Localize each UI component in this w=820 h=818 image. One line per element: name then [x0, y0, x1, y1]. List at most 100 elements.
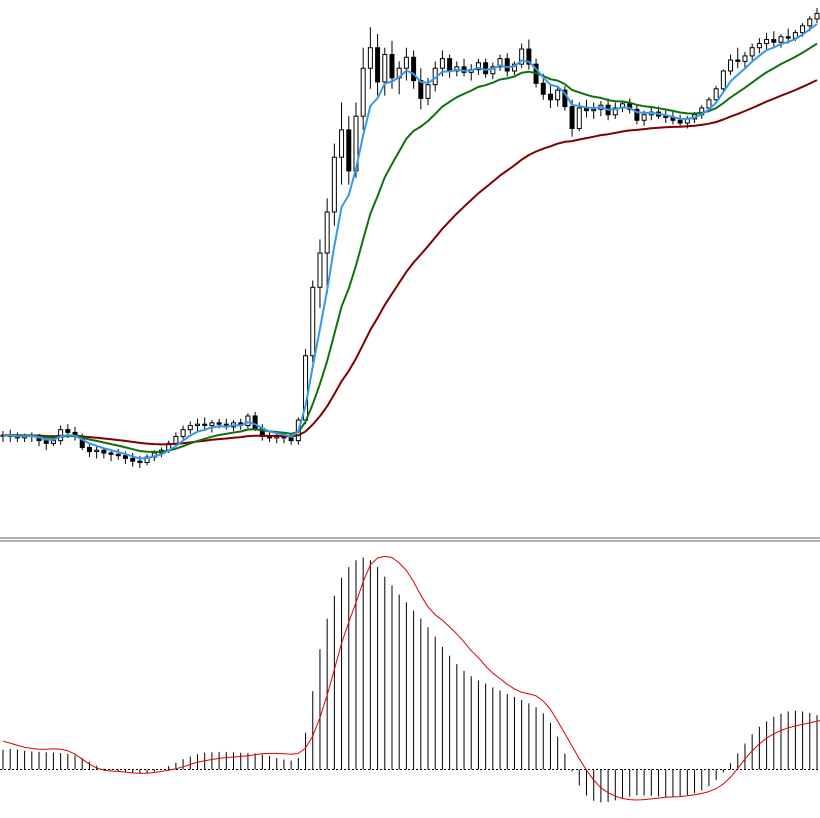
- candle: [713, 86, 719, 103]
- candle-body: [115, 453, 121, 457]
- candle: [720, 69, 726, 92]
- candle-body: [778, 36, 784, 43]
- candle: [324, 198, 330, 295]
- candle-body: [756, 43, 762, 49]
- candle-body: [677, 119, 683, 124]
- candle-body: [130, 457, 136, 462]
- candle: [648, 107, 654, 121]
- candle-body: [245, 415, 251, 427]
- signal-line-path: [2, 555, 820, 801]
- candle-body: [771, 38, 777, 43]
- candle-body: [360, 67, 366, 117]
- candle: [310, 280, 316, 363]
- candle: [367, 27, 373, 89]
- candle: [547, 84, 553, 108]
- candle: [267, 432, 273, 442]
- candle-body: [317, 252, 323, 288]
- candle-body: [814, 12, 820, 20]
- candle-body: [706, 99, 712, 109]
- candle: [562, 86, 568, 111]
- candle-body: [511, 63, 517, 72]
- candle-body: [65, 429, 71, 433]
- candle-body: [216, 422, 222, 425]
- candle-body: [742, 55, 748, 62]
- candle: [468, 64, 474, 81]
- candle: [742, 51, 748, 70]
- candle: [339, 102, 345, 185]
- candle-body: [50, 440, 56, 444]
- candle: [130, 452, 136, 467]
- candle: [583, 99, 589, 118]
- candle: [72, 426, 78, 441]
- candle: [511, 61, 517, 76]
- slow-ma-line: [2, 79, 818, 446]
- moving-averages: [2, 23, 818, 460]
- candle-body: [331, 156, 337, 213]
- candle-body: [612, 107, 618, 116]
- candle: [144, 454, 150, 466]
- candle-body: [547, 93, 553, 101]
- candle: [115, 448, 121, 460]
- candle-body: [173, 436, 179, 444]
- candle-body: [800, 25, 806, 34]
- fast-ma-line: [2, 23, 818, 460]
- candles: [0, 8, 820, 468]
- candle-body: [122, 455, 128, 459]
- candle-body: [526, 48, 532, 65]
- candle: [403, 47, 409, 81]
- candle-body: [540, 82, 546, 95]
- candle-body: [569, 106, 575, 129]
- candle-body: [504, 58, 510, 72]
- candle: [612, 102, 618, 119]
- candle-body: [576, 107, 582, 129]
- candle-body: [483, 62, 489, 75]
- candle: [331, 143, 337, 226]
- candle: [555, 87, 561, 107]
- candle-body: [209, 422, 215, 427]
- candle-body: [749, 47, 755, 57]
- candle: [223, 418, 229, 430]
- candle: [576, 102, 582, 132]
- candle: [418, 68, 424, 110]
- candle: [771, 31, 777, 47]
- candle: [764, 32, 770, 50]
- signal-line: [2, 555, 820, 801]
- candle: [101, 447, 107, 459]
- candle: [519, 43, 525, 69]
- candle-body: [555, 89, 561, 101]
- candle: [490, 62, 496, 80]
- candle-body: [735, 59, 741, 62]
- candle-body: [180, 429, 186, 438]
- candle: [634, 103, 640, 125]
- candle-body: [389, 54, 395, 79]
- candle-body: [807, 18, 813, 27]
- candle-body: [425, 84, 431, 99]
- candle: [0, 431, 6, 442]
- candle: [317, 239, 323, 308]
- candle-body: [194, 423, 200, 427]
- candle-body: [785, 36, 791, 39]
- candle-body: [403, 56, 409, 69]
- candle: [194, 418, 200, 432]
- candle: [756, 38, 762, 54]
- candle-body: [713, 88, 719, 101]
- candle: [375, 34, 381, 96]
- candle: [346, 116, 352, 185]
- candle-body: [720, 70, 726, 90]
- candle: [461, 58, 467, 77]
- candle-body: [439, 58, 445, 69]
- candle-body: [663, 115, 669, 119]
- candle-body: [641, 114, 647, 121]
- candle-body: [497, 58, 503, 68]
- candle-body: [339, 129, 345, 158]
- candle: [411, 50, 417, 89]
- candle-body: [101, 449, 107, 454]
- price-panel: [0, 8, 820, 468]
- candle-body: [490, 66, 496, 75]
- candle-body: [43, 440, 49, 444]
- candle: [526, 39, 532, 70]
- candle: [728, 54, 734, 76]
- mid-ma-line: [2, 42, 818, 453]
- candle-body: [108, 452, 114, 455]
- candle: [86, 443, 92, 458]
